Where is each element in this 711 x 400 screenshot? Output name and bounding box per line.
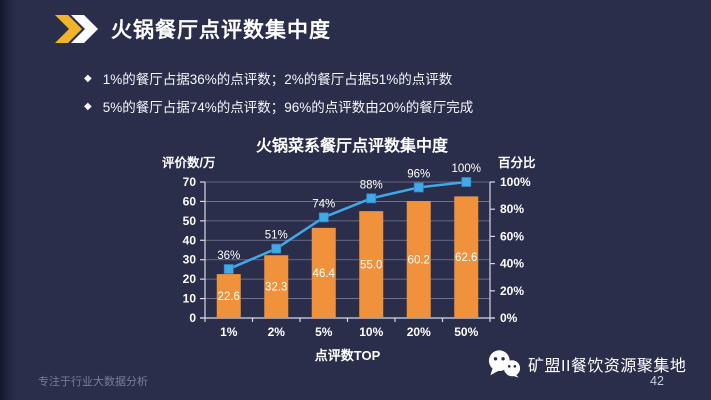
bar-value-label: 46.4 bbox=[313, 268, 336, 280]
line-percent-label: 36% bbox=[217, 250, 240, 262]
bullet-list: ◆ 1%的餐厅占据36%的点评数；2%的餐厅占据51%的点评数 ◆ 5%的餐厅占… bbox=[84, 68, 473, 124]
bar bbox=[264, 255, 289, 318]
left-tick-label: 10 bbox=[183, 292, 197, 306]
line-percent-label: 51% bbox=[265, 230, 288, 242]
double-chevron-right-icon bbox=[55, 15, 99, 43]
line-marker bbox=[413, 182, 424, 193]
line-percent-label: 88% bbox=[360, 179, 383, 191]
page-title: 火锅餐厅点评数集中度 bbox=[111, 19, 331, 42]
line-percent-label: 100% bbox=[452, 163, 481, 175]
bar-series: 22.6 32.3 46.4 55.0 60.2 62.6 bbox=[216, 196, 479, 318]
bar bbox=[216, 274, 241, 318]
bullet-item: ◆ 5%的餐厅占据74%的点评数；96%的点评数由20%的餐厅完成 bbox=[84, 96, 473, 116]
bar bbox=[406, 201, 431, 318]
footer-brand: 矿盟II餐饮资源聚集地 bbox=[487, 349, 686, 378]
line-percent-label: 74% bbox=[312, 198, 335, 210]
line-marker bbox=[461, 177, 472, 187]
chart: 0 10 20 30 40 50 60 70 0% 20% 40% 60% 80% 100% 评价数/万 百分… bbox=[140, 152, 560, 370]
left-tick-label: 70 bbox=[183, 175, 197, 189]
left-tick-label: 60 bbox=[183, 194, 197, 208]
chart-canvas: 0 10 20 30 40 50 60 70 0% 20% 40% 60% 80% 100% 评价数/万 百分… bbox=[162, 155, 536, 363]
bar-value-label: 60.2 bbox=[408, 255, 430, 267]
bar bbox=[311, 227, 336, 318]
left-tick-label: 20 bbox=[183, 272, 197, 286]
bullet-item: ◆ 1%的餐厅占据36%的点评数；2%的餐厅占据51%的点评数 bbox=[84, 68, 473, 88]
diamond-bullet-icon: ◆ bbox=[84, 100, 92, 112]
footer-tagline: 专注于行业大数据分析 bbox=[38, 376, 148, 388]
left-tick-label: 50 bbox=[183, 214, 197, 228]
line-marker bbox=[271, 243, 282, 254]
left-tick-label: 40 bbox=[183, 233, 197, 247]
bar-value-label: 32.3 bbox=[265, 282, 287, 294]
left-tick-label: 30 bbox=[183, 253, 197, 267]
page-number: 42 bbox=[650, 374, 664, 388]
bullet-text: 5%的餐厅占据74%的点评数；96%的点评数由20%的餐厅完成 bbox=[102, 100, 474, 115]
line-marker bbox=[318, 212, 329, 223]
brand-name: 矿盟II餐饮资源聚集地 bbox=[528, 357, 687, 375]
slide-header: 火锅餐厅点评数集中度 bbox=[55, 14, 331, 44]
diamond-bullet-icon: ◆ bbox=[84, 72, 92, 84]
x-tick-label: 50% bbox=[454, 325, 478, 339]
x-tick-label: 2% bbox=[268, 325, 286, 339]
bar bbox=[359, 211, 384, 318]
bar-value-label: 22.6 bbox=[218, 291, 240, 303]
x-axis-title: 点评数TOP bbox=[315, 348, 381, 363]
wechat-icon bbox=[487, 349, 521, 378]
right-tick-label: 40% bbox=[500, 257, 524, 271]
x-tick-label: 10% bbox=[359, 325, 383, 339]
chart-title: 火锅菜系餐厅点评数集中度 bbox=[255, 138, 448, 155]
cumulative-line bbox=[228, 180, 467, 271]
left-axis-title: 评价数/万 bbox=[162, 155, 215, 170]
axes: 0 10 20 30 40 50 60 70 0% 20% 40% 60% 80% 100% bbox=[183, 175, 531, 325]
x-tick-label: 5% bbox=[315, 325, 333, 339]
right-tick-label: 0% bbox=[500, 311, 518, 325]
right-axis-title: 百分比 bbox=[498, 155, 536, 170]
gridlines bbox=[205, 181, 490, 299]
line-series: 36% 51% 74% 88% 96% 100% bbox=[217, 163, 481, 274]
line-marker bbox=[223, 264, 234, 274]
bar bbox=[454, 196, 479, 318]
left-tick-label: 0 bbox=[189, 311, 196, 325]
right-tick-label: 20% bbox=[500, 284, 524, 298]
line-marker bbox=[366, 193, 377, 204]
bullet-text: 1%的餐厅占据36%的点评数；2%的餐厅占据51%的点评数 bbox=[102, 72, 453, 87]
right-tick-label: 80% bbox=[500, 202, 524, 216]
right-tick-label: 100% bbox=[500, 175, 531, 189]
bar-value-label: 62.6 bbox=[455, 252, 477, 264]
x-tick-label: 1% bbox=[220, 325, 238, 339]
right-tick-label: 60% bbox=[500, 229, 524, 243]
x-tick-label: 20% bbox=[407, 325, 431, 339]
line-percent-label: 96% bbox=[407, 168, 430, 180]
bar-value-label: 55.0 bbox=[360, 260, 382, 272]
